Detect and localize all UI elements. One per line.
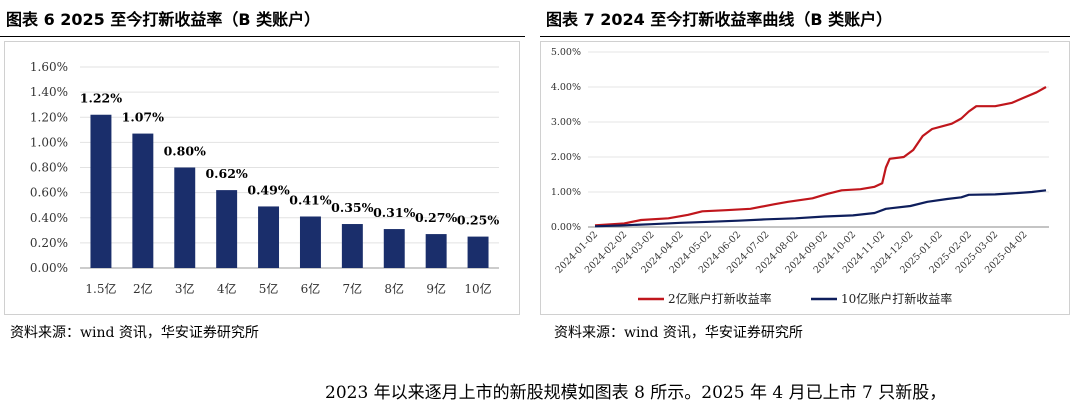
body-paragraph: 2023 年以来逐月上市的新股规模如图表 8 所示。2025 年 4 月已上市 … (325, 383, 947, 403)
line-y-tick-label: 0.00% (551, 222, 581, 233)
bar-data-label: 1.22% (80, 91, 122, 106)
bar-x-tick-label: 3亿 (175, 281, 195, 296)
line-y-tick-label: 2.00% (551, 152, 581, 163)
bar-x-tick-label: 8亿 (384, 281, 404, 296)
legend-label: 10亿账户打新收益率 (841, 291, 952, 306)
bar (174, 167, 196, 268)
bar-data-label: 0.25% (457, 213, 499, 228)
line-chart: 0.00% 1.00% 2.00% 3.00% 4.00% 5.00% 2024-01-02… (551, 47, 1049, 306)
left-chart-title: 图表 6 2025 至今打新收益率（B 类账户） (6, 10, 321, 29)
line-x-axis: 2024-01-022024-02-022024-03-022024-04-02… (554, 229, 1030, 276)
bar (299, 216, 321, 268)
bar-x-tick-label: 4亿 (217, 281, 237, 296)
left-title-rule (0, 36, 525, 37)
bar-x-tick-label: 10亿 (464, 281, 491, 296)
legend-label: 2亿账户打新收益率 (668, 291, 772, 306)
left-source-note: 资料来源：wind 资讯，华安证券研究所 (10, 325, 259, 341)
line-y-tick-label: 4.00% (551, 82, 581, 93)
bar-y-tick-label: 0.60% (30, 186, 68, 200)
bar-y-tick-label: 1.40% (30, 85, 68, 99)
line-gridlines (588, 51, 1049, 228)
bar-y-axis: 0.00% 0.20% 0.40% 0.60% 0.80% 1.00% 1.20% 1.40%… (30, 60, 68, 275)
bar-y-tick-label: 0.80% (30, 161, 68, 175)
bar-y-tick-label: 0.40% (30, 211, 68, 225)
bar-x-tick-label: 5亿 (259, 281, 279, 296)
bar (467, 236, 489, 268)
bar-y-tick-label: 0.00% (30, 261, 68, 275)
right-chart-title: 图表 7 2024 至今打新收益率曲线（B 类账户） (546, 10, 893, 29)
bar-y-tick-label: 1.20% (30, 110, 68, 124)
bar-y-tick-label: 1.60% (30, 60, 68, 74)
bar (341, 224, 363, 268)
bar (216, 190, 238, 268)
bar-x-tick-label: 7亿 (343, 281, 363, 296)
line-series-group (594, 86, 1047, 228)
bar-data-label: 0.41% (289, 192, 331, 207)
bar-y-tick-label: 1.00% (30, 135, 68, 149)
bar-y-tick-label: 0.20% (30, 236, 68, 250)
bar-data-label: 0.62% (205, 166, 247, 181)
bar (425, 234, 447, 268)
bar (90, 114, 112, 268)
bar-chart-frame: 0.00% 0.20% 0.40% 0.60% 0.80% 1.00% 1.20% 1.40%… (4, 41, 520, 315)
bar-x-tick-label: 1.5亿 (85, 281, 116, 296)
bar-data-label: 1.07% (122, 110, 164, 125)
bar-x-tick-label: 9亿 (426, 281, 446, 296)
line-y-axis: 0.00% 1.00% 2.00% 3.00% 4.00% 5.00% (551, 47, 581, 233)
bar-data-label: 0.31% (373, 205, 415, 220)
bar (132, 133, 154, 268)
bar (258, 206, 280, 268)
line-y-tick-label: 3.00% (551, 117, 581, 128)
bar-chart: 0.00% 0.20% 0.40% 0.60% 0.80% 1.00% 1.20% 1.40%… (30, 60, 500, 296)
right-title-rule (540, 36, 1070, 37)
line-y-tick-label: 1.00% (551, 187, 581, 198)
bar-x-tick-label: 6亿 (301, 281, 321, 296)
line-series-2 (594, 189, 1047, 228)
line-series-1 (594, 86, 1047, 227)
line-y-tick-label: 5.00% (551, 47, 581, 58)
bar-data-label: 0.49% (247, 182, 289, 197)
line-chart-frame: 0.00% 1.00% 2.00% 3.00% 4.00% 5.00% 2024-01-02… (540, 41, 1070, 315)
right-source-note: 资料来源：wind 资讯，华安证券研究所 (554, 325, 803, 341)
bar-data-label: 0.27% (415, 210, 457, 225)
line-legend: 2亿账户打新收益率 10亿账户打新收益率 (638, 291, 952, 306)
bar-data-label: 0.80% (164, 144, 206, 159)
bar-series: 1.22% 1.5亿 1.07% 2亿 0.80% 3亿 0.62% 4亿 0.49% 5亿 0.4… (80, 91, 500, 296)
bar-data-label: 0.35% (331, 200, 373, 215)
bar (383, 229, 405, 268)
bar-x-tick-label: 2亿 (133, 281, 153, 296)
